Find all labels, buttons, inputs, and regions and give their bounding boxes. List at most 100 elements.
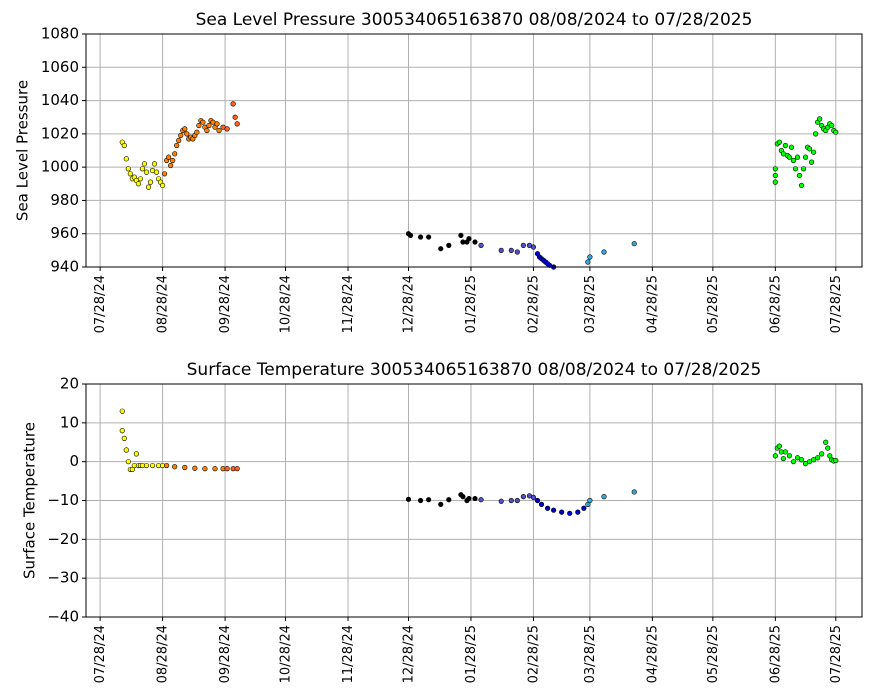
data-point (168, 162, 174, 169)
data-point (143, 169, 150, 175)
data-point (121, 435, 127, 441)
data-point (159, 182, 166, 189)
data-point (806, 459, 813, 465)
y-axis-label: Surface Temperature (21, 422, 39, 579)
data-point (145, 184, 152, 190)
x-tick-label: 04/28/25 (645, 275, 660, 333)
data-point (119, 408, 125, 414)
y-tick-label: 960 (50, 224, 79, 242)
x-tick-label: 05/28/25 (706, 275, 721, 333)
data-point (782, 449, 789, 455)
data-point (460, 494, 466, 500)
plot-frame (85, 33, 863, 268)
data-point (530, 244, 537, 250)
data-point (139, 166, 146, 172)
y-tick-label: 10 (60, 413, 79, 431)
y-tick-label: 1040 (41, 91, 79, 109)
data-point (796, 172, 803, 179)
data-point (417, 497, 424, 504)
data-point (823, 439, 829, 445)
data-point (214, 121, 220, 127)
data-point (798, 182, 805, 189)
x-tick-label: 03/28/25 (583, 275, 598, 333)
data-point (458, 232, 464, 238)
data-points (119, 408, 839, 516)
data-point (790, 459, 797, 465)
series-1 (162, 117, 222, 177)
data-point (538, 501, 545, 507)
data-point (567, 510, 573, 516)
data-point (815, 455, 821, 461)
data-point (776, 139, 782, 145)
data-point (780, 455, 786, 462)
data-point (182, 464, 188, 471)
data-point (172, 464, 178, 470)
y-tick-label: 940 (50, 258, 79, 276)
x-tick-label: 04/28/25 (645, 625, 660, 683)
data-point (800, 166, 807, 172)
data-point (776, 443, 782, 449)
data-point (216, 127, 222, 134)
y-ticks: 940 960 980 1000 1020 1040 1060 1080 (41, 25, 86, 276)
data-point (123, 447, 129, 453)
data-point (438, 501, 444, 507)
data-point (802, 154, 809, 160)
x-tick-label: 07/28/24 (93, 625, 108, 683)
data-point (551, 507, 557, 513)
data-point (825, 445, 831, 451)
data-point (772, 166, 778, 172)
data-point (149, 462, 156, 469)
y-tick-label: 20 (60, 375, 79, 393)
data-point (446, 242, 452, 248)
data-point (478, 242, 484, 248)
data-point (405, 496, 412, 502)
chart-title: Surface Temperature 300534065163870 08/0… (187, 360, 762, 380)
data-point (446, 497, 452, 503)
data-point (166, 154, 172, 160)
data-point (508, 497, 514, 504)
data-point (585, 259, 591, 265)
series-1 (164, 462, 226, 472)
data-point (794, 154, 801, 160)
y-tick-label: 1020 (41, 124, 79, 142)
data-point (127, 171, 133, 177)
data-point (798, 457, 805, 463)
data-point (206, 122, 212, 129)
data-point (143, 462, 150, 469)
data-point (466, 495, 472, 502)
sea-level-pressure-chart: 940 960 980 1000 1020 1040 1060 1080 07/28/24 08… (14, 10, 863, 333)
x-tick-label: 12/28/24 (401, 625, 416, 683)
data-point (833, 457, 839, 464)
x-tick-label: 08/28/24 (156, 275, 171, 333)
data-point (125, 459, 131, 465)
x-tick-label: 08/28/24 (156, 625, 171, 683)
data-point (498, 498, 504, 504)
surface-temperature-chart: −40 −30 −20 −10 0 10 20 07/28/24 08/28/24 09/28/… (21, 360, 863, 683)
data-point (631, 241, 637, 247)
series-5 (534, 497, 587, 516)
data-point (520, 242, 526, 248)
x-tick-label: 02/28/25 (526, 625, 541, 683)
data-point (407, 232, 414, 238)
data-point (466, 236, 472, 242)
data-point (782, 142, 789, 149)
data-point (631, 489, 637, 495)
data-point (811, 149, 817, 155)
data-point (438, 246, 444, 252)
series-7 (772, 116, 839, 189)
data-point (178, 132, 184, 139)
data-point (182, 126, 188, 132)
y-ticks: −40 −30 −20 −10 0 10 20 (47, 375, 86, 626)
data-point (472, 239, 478, 245)
x-tick-label: 03/28/25 (583, 625, 598, 683)
data-point (135, 181, 142, 187)
series-4 (478, 493, 537, 504)
data-point (833, 129, 839, 135)
x-tick-label: 09/28/24 (218, 275, 233, 333)
data-point (212, 466, 218, 472)
data-point (174, 142, 180, 149)
data-point (202, 466, 208, 472)
data-point (530, 494, 537, 500)
series-0 (119, 408, 166, 473)
series-6 (585, 241, 637, 265)
